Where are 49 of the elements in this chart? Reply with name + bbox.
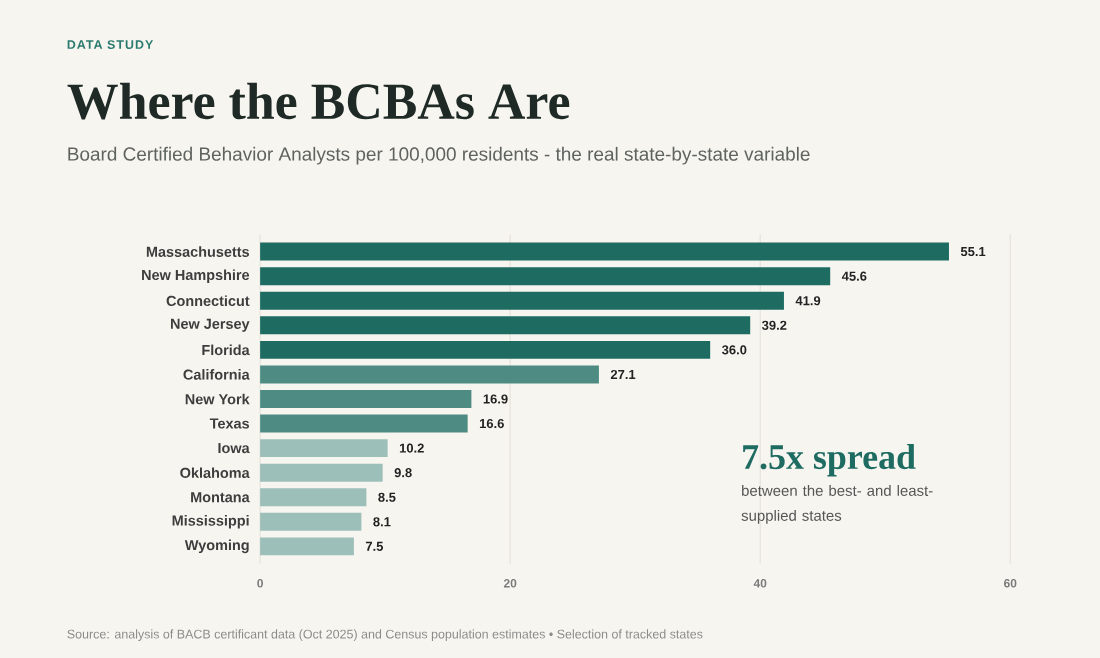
y-tick-label: Iowa <box>218 442 250 453</box>
bar <box>260 340 711 359</box>
data-label: 8.5 <box>378 492 396 502</box>
chart-subtitle: Board Certified Behavior Analysts per 100,000 residents - the real state-by-state variable <box>68 146 810 165</box>
y-tick-label: Montana <box>191 492 250 503</box>
x-tick-label: 0 <box>257 578 263 588</box>
y-tick-label: New Jersey <box>170 318 250 332</box>
y-tick-label: Mississippi <box>172 514 249 529</box>
x-tick-label: 40 <box>753 578 767 588</box>
y-tick-label: Massachusetts <box>146 246 250 257</box>
y-tick-label: Texas <box>209 418 250 429</box>
data-label: 27.1 <box>610 369 636 379</box>
y-tick-label: Wyoming <box>184 539 249 553</box>
bar <box>260 438 388 457</box>
data-label: 10.2 <box>399 443 424 453</box>
y-tick-label: Oklahoma <box>180 467 250 478</box>
annotation: between the best- and least-supplied states <box>741 484 933 524</box>
bar <box>260 242 949 261</box>
bar <box>260 267 831 285</box>
data-label: 41.9 <box>795 295 821 306</box>
data-label: 55.1 <box>960 246 986 256</box>
y-tick-label: Florida <box>202 344 250 356</box>
data-label: 16.6 <box>479 418 504 428</box>
source-note: Source: analysis of BACB certificant data (Oct 2025) and Census population estimates • Selection of tracked states <box>67 629 703 641</box>
bar <box>260 389 472 408</box>
bar <box>260 537 354 556</box>
y-tick-label: New Hampshire <box>142 269 250 283</box>
bar <box>260 291 784 310</box>
y-tick-label: New York <box>185 393 250 405</box>
data-label: 9.8 <box>394 467 412 478</box>
x-tick-label: 20 <box>503 578 517 588</box>
data-label: 8.1 <box>373 517 391 527</box>
chart-title: Where the BCBAs Are <box>67 82 570 120</box>
data-label: 39.2 <box>761 320 787 330</box>
bar <box>260 365 599 384</box>
data-label: 45.6 <box>841 271 867 281</box>
y-tick-label: Connecticut <box>166 295 250 306</box>
bar <box>260 488 367 507</box>
data-label: 7.5 <box>365 541 384 551</box>
y-tick-label: California <box>183 368 250 380</box>
annotation: 7.5x spread <box>743 443 916 477</box>
bar <box>260 414 468 433</box>
bar <box>260 463 383 482</box>
data-label: 36.0 <box>721 345 747 355</box>
bar <box>260 316 751 335</box>
x-tick-label: 60 <box>1004 578 1017 588</box>
bar <box>260 512 362 531</box>
data-label: 16.9 <box>483 394 508 404</box>
text: DATA STUDY <box>67 40 154 49</box>
